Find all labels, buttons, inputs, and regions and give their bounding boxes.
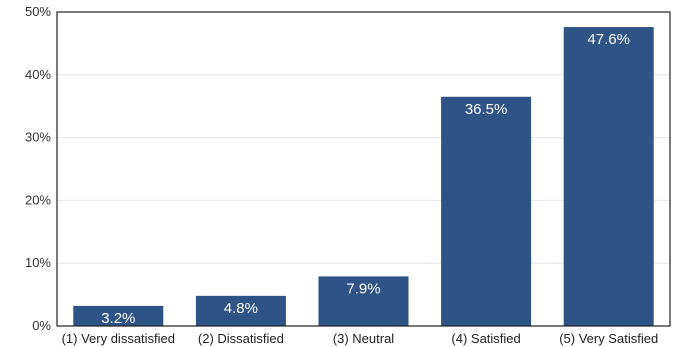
x-category-label: (2) Dissatisfied <box>198 331 284 346</box>
bar-data-label: 36.5% <box>465 101 508 118</box>
y-tick-label: 40% <box>25 67 51 82</box>
bar <box>73 305 164 326</box>
bar <box>195 295 286 326</box>
bar-data-label: 7.9% <box>346 280 380 297</box>
y-tick-label: 30% <box>25 130 51 145</box>
bar <box>441 96 532 326</box>
y-tick-label: 10% <box>25 255 51 270</box>
y-tick-label: 0% <box>32 318 51 333</box>
bar <box>563 27 654 327</box>
bar-data-label: 4.8% <box>224 300 258 317</box>
bar-data-label: 3.2% <box>101 310 135 327</box>
y-tick-label: 20% <box>25 192 51 207</box>
bar-data-label: 47.6% <box>587 31 630 48</box>
bar <box>318 276 409 326</box>
x-category-label: (1) Very dissatisfied <box>62 331 175 346</box>
x-category-label: (3) Neutral <box>333 331 395 346</box>
x-category-label: (5) Very Satisfied <box>559 331 658 346</box>
plot-frame <box>56 11 671 327</box>
y-tick-label: 50% <box>25 4 51 19</box>
x-category-label: (4) Satisfied <box>451 331 520 346</box>
